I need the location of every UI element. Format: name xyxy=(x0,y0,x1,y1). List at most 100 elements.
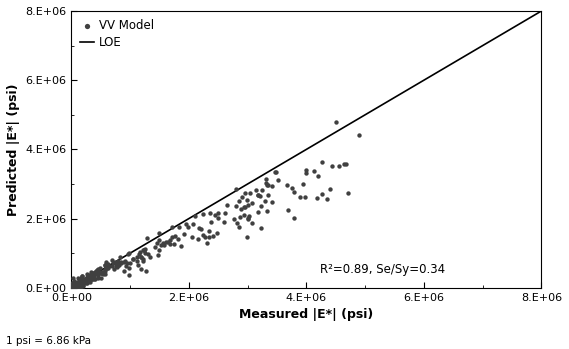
VV Model xyxy=(68,285,77,290)
VV Model xyxy=(102,259,111,264)
VV Model xyxy=(75,280,84,286)
VV Model xyxy=(69,284,78,289)
X-axis label: Measured |E*| (psi): Measured |E*| (psi) xyxy=(240,308,374,321)
VV Model xyxy=(70,285,79,290)
VV Model xyxy=(187,234,196,239)
VV Model xyxy=(167,234,176,239)
VV Model xyxy=(175,224,184,230)
VV Model xyxy=(213,210,222,216)
VV Model xyxy=(97,269,106,275)
VV Model xyxy=(81,279,90,285)
VV Model xyxy=(94,270,103,276)
VV Model xyxy=(274,177,283,183)
VV Model xyxy=(72,284,81,290)
VV Model xyxy=(73,282,82,288)
VV Model xyxy=(212,230,221,236)
VV Model xyxy=(120,258,129,264)
VV Model xyxy=(75,279,84,284)
VV Model xyxy=(263,183,272,188)
VV Model xyxy=(75,280,84,285)
VV Model xyxy=(86,276,95,281)
VV Model xyxy=(75,276,84,282)
VV Model xyxy=(239,205,248,210)
VV Model xyxy=(77,276,86,282)
VV Model xyxy=(79,283,88,288)
VV Model xyxy=(165,241,174,246)
VV Model xyxy=(235,214,244,220)
VV Model xyxy=(70,284,79,289)
VV Model xyxy=(97,270,106,275)
VV Model xyxy=(69,283,79,289)
VV Model xyxy=(73,280,82,285)
VV Model xyxy=(155,230,164,236)
VV Model xyxy=(73,283,82,289)
VV Model xyxy=(208,233,217,239)
VV Model xyxy=(96,270,105,276)
VV Model xyxy=(114,261,123,266)
VV Model xyxy=(72,280,81,286)
VV Model xyxy=(75,284,84,290)
VV Model xyxy=(67,285,76,290)
VV Model xyxy=(140,247,149,253)
VV Model xyxy=(73,284,82,289)
VV Model xyxy=(96,266,105,271)
VV Model xyxy=(71,282,80,288)
VV Model xyxy=(152,240,162,246)
VV Model xyxy=(199,211,208,217)
VV Model xyxy=(257,225,266,231)
VV Model xyxy=(143,251,152,257)
VV Model xyxy=(143,236,152,241)
VV Model xyxy=(112,263,121,268)
VV Model xyxy=(125,273,134,278)
VV Model xyxy=(230,216,239,222)
VV Model xyxy=(81,276,90,282)
VV Model xyxy=(322,197,331,202)
VV Model xyxy=(257,203,266,209)
VV Model xyxy=(83,279,92,284)
VV Model xyxy=(298,181,307,187)
VV Model xyxy=(267,183,276,188)
VV Model xyxy=(70,281,79,287)
VV Model xyxy=(236,206,245,211)
VV Model xyxy=(244,213,253,218)
VV Model xyxy=(135,249,145,255)
VV Model xyxy=(88,276,97,281)
VV Model xyxy=(139,248,148,253)
VV Model xyxy=(89,274,98,279)
VV Model xyxy=(77,276,86,282)
VV Model xyxy=(222,202,231,207)
VV Model xyxy=(69,280,78,285)
VV Model xyxy=(81,276,90,282)
VV Model xyxy=(91,271,100,276)
VV Model xyxy=(102,265,111,270)
VV Model xyxy=(92,267,101,273)
VV Model xyxy=(290,189,299,194)
VV Model xyxy=(71,280,80,285)
VV Model xyxy=(255,193,265,199)
VV Model xyxy=(136,254,145,259)
VV Model xyxy=(84,277,93,282)
VV Model xyxy=(261,180,270,185)
VV Model xyxy=(295,195,304,200)
VV Model xyxy=(244,203,253,208)
VV Model xyxy=(253,193,262,198)
VV Model xyxy=(83,276,92,281)
VV Model xyxy=(108,263,117,268)
VV Model xyxy=(82,274,91,280)
VV Model xyxy=(110,260,119,265)
VV Model xyxy=(193,237,203,242)
VV Model xyxy=(136,254,145,260)
VV Model xyxy=(325,186,335,192)
VV Model xyxy=(113,262,122,267)
VV Model xyxy=(171,234,180,239)
VV Model xyxy=(98,269,107,275)
VV Model xyxy=(76,280,85,285)
VV Model xyxy=(283,182,292,187)
VV Model xyxy=(71,285,80,290)
VV Model xyxy=(83,275,92,281)
VV Model xyxy=(86,272,96,277)
VV Model xyxy=(128,257,137,262)
VV Model xyxy=(205,228,214,234)
VV Model xyxy=(72,285,81,290)
VV Model xyxy=(240,213,249,218)
